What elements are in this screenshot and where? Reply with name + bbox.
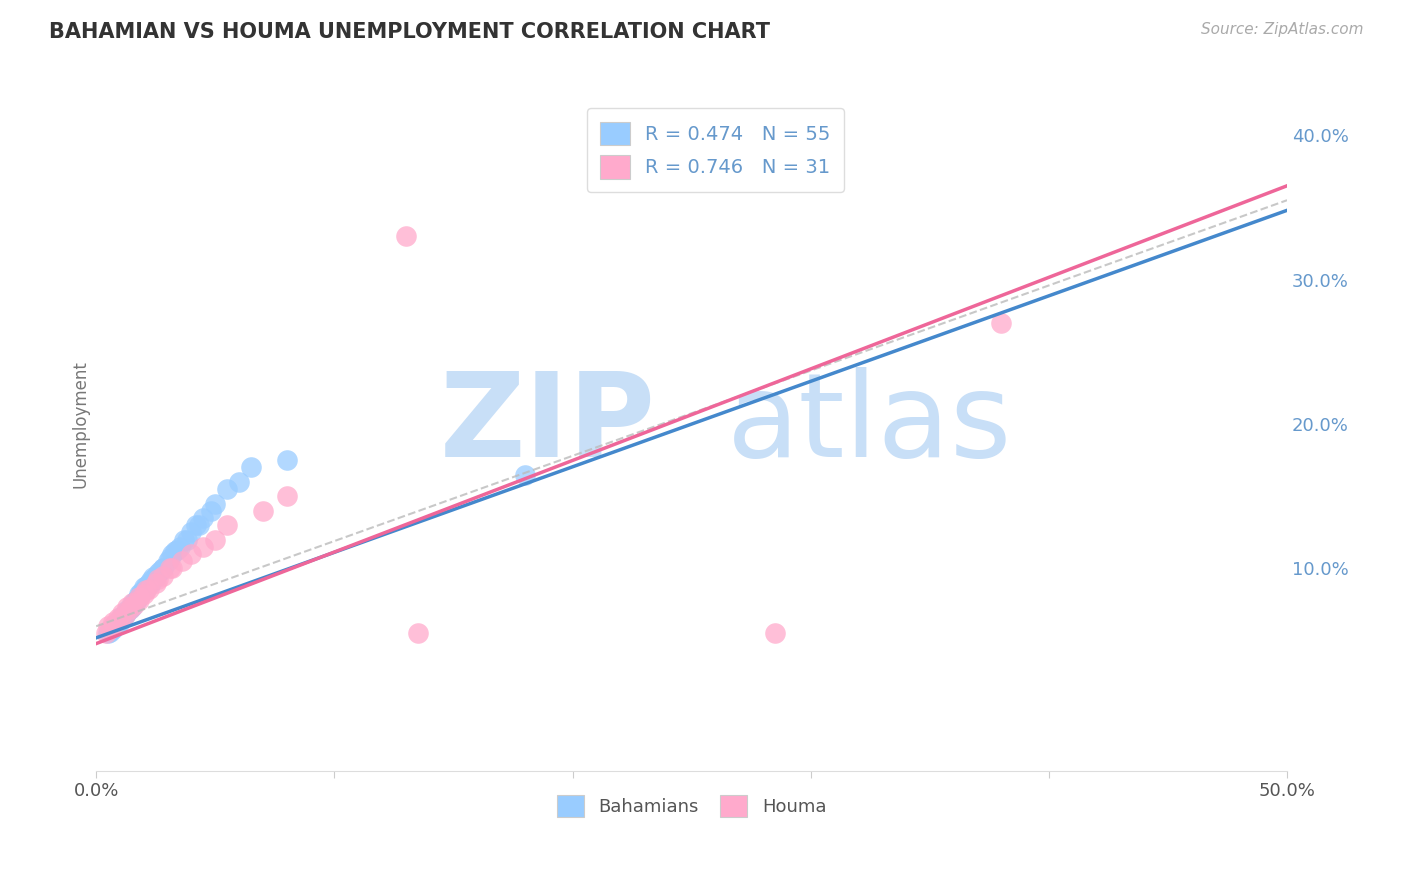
Point	[128, 587, 150, 601]
Point	[138, 576, 160, 591]
Legend: Bahamians, Houma: Bahamians, Houma	[550, 788, 834, 824]
Point	[108, 615, 131, 629]
Point	[252, 504, 274, 518]
Point	[193, 511, 215, 525]
Point	[186, 518, 208, 533]
Point	[145, 576, 167, 591]
Point	[97, 626, 120, 640]
Point	[101, 619, 124, 633]
Point	[135, 583, 157, 598]
Point	[115, 605, 138, 619]
Point	[169, 540, 191, 554]
Point	[111, 610, 134, 624]
Point	[204, 533, 226, 547]
Point	[135, 582, 157, 596]
Point	[101, 615, 124, 629]
Text: Source: ZipAtlas.com: Source: ZipAtlas.com	[1201, 22, 1364, 37]
Point	[146, 572, 169, 586]
Point	[121, 600, 143, 615]
Point	[152, 561, 174, 575]
Point	[97, 619, 120, 633]
Point	[115, 600, 138, 615]
Point	[132, 580, 155, 594]
Point	[146, 566, 169, 580]
Point	[276, 489, 298, 503]
Point	[163, 544, 186, 558]
Point	[240, 460, 263, 475]
Point	[118, 602, 141, 616]
Point	[111, 607, 134, 621]
Point	[159, 561, 181, 575]
Point	[217, 518, 239, 533]
Point	[149, 565, 172, 579]
Point	[100, 625, 122, 640]
Point	[124, 598, 146, 612]
Point	[217, 482, 239, 496]
Point	[159, 551, 181, 566]
Point	[145, 570, 167, 584]
Point	[176, 533, 198, 547]
Point	[94, 626, 117, 640]
Point	[166, 542, 188, 557]
Point	[115, 603, 138, 617]
Point	[138, 582, 160, 596]
Point	[125, 593, 148, 607]
Point	[132, 583, 155, 598]
Point	[513, 467, 536, 482]
Point	[132, 587, 155, 601]
Y-axis label: Unemployment: Unemployment	[72, 360, 89, 488]
Point	[152, 568, 174, 582]
Point	[114, 607, 136, 622]
Point	[107, 610, 129, 624]
Point	[406, 626, 429, 640]
Point	[139, 576, 162, 591]
Point	[128, 593, 150, 607]
Point	[101, 622, 124, 636]
Point	[135, 579, 157, 593]
Point	[104, 616, 127, 631]
Point	[128, 591, 150, 605]
Point	[125, 591, 148, 606]
Point	[162, 547, 184, 561]
Text: BAHAMIAN VS HOUMA UNEMPLOYMENT CORRELATION CHART: BAHAMIAN VS HOUMA UNEMPLOYMENT CORRELATI…	[49, 22, 770, 42]
Point	[111, 609, 134, 624]
Point	[162, 561, 184, 575]
Point	[100, 622, 122, 636]
Point	[156, 554, 179, 568]
Point	[121, 596, 143, 610]
Point	[200, 504, 222, 518]
Point	[124, 595, 146, 609]
Point	[276, 453, 298, 467]
Point	[108, 612, 131, 626]
Point	[142, 570, 165, 584]
Point	[152, 561, 174, 575]
Point	[118, 602, 141, 616]
Point	[108, 612, 131, 626]
Point	[193, 540, 215, 554]
Point	[763, 626, 786, 640]
Point	[395, 229, 418, 244]
Point	[107, 616, 129, 631]
Point	[228, 475, 250, 489]
Text: ZIP: ZIP	[440, 367, 657, 482]
Text: atlas: atlas	[727, 367, 1012, 482]
Point	[180, 525, 202, 540]
Point	[121, 598, 143, 612]
Point	[104, 619, 127, 633]
Point	[990, 316, 1012, 330]
Point	[131, 584, 153, 599]
Point	[170, 554, 193, 568]
Point	[107, 615, 129, 629]
Point	[180, 547, 202, 561]
Point	[114, 607, 136, 622]
Point	[145, 568, 167, 582]
Point	[131, 587, 153, 601]
Point	[173, 533, 195, 547]
Point	[121, 599, 143, 613]
Point	[139, 573, 162, 587]
Point	[187, 518, 209, 533]
Point	[204, 496, 226, 510]
